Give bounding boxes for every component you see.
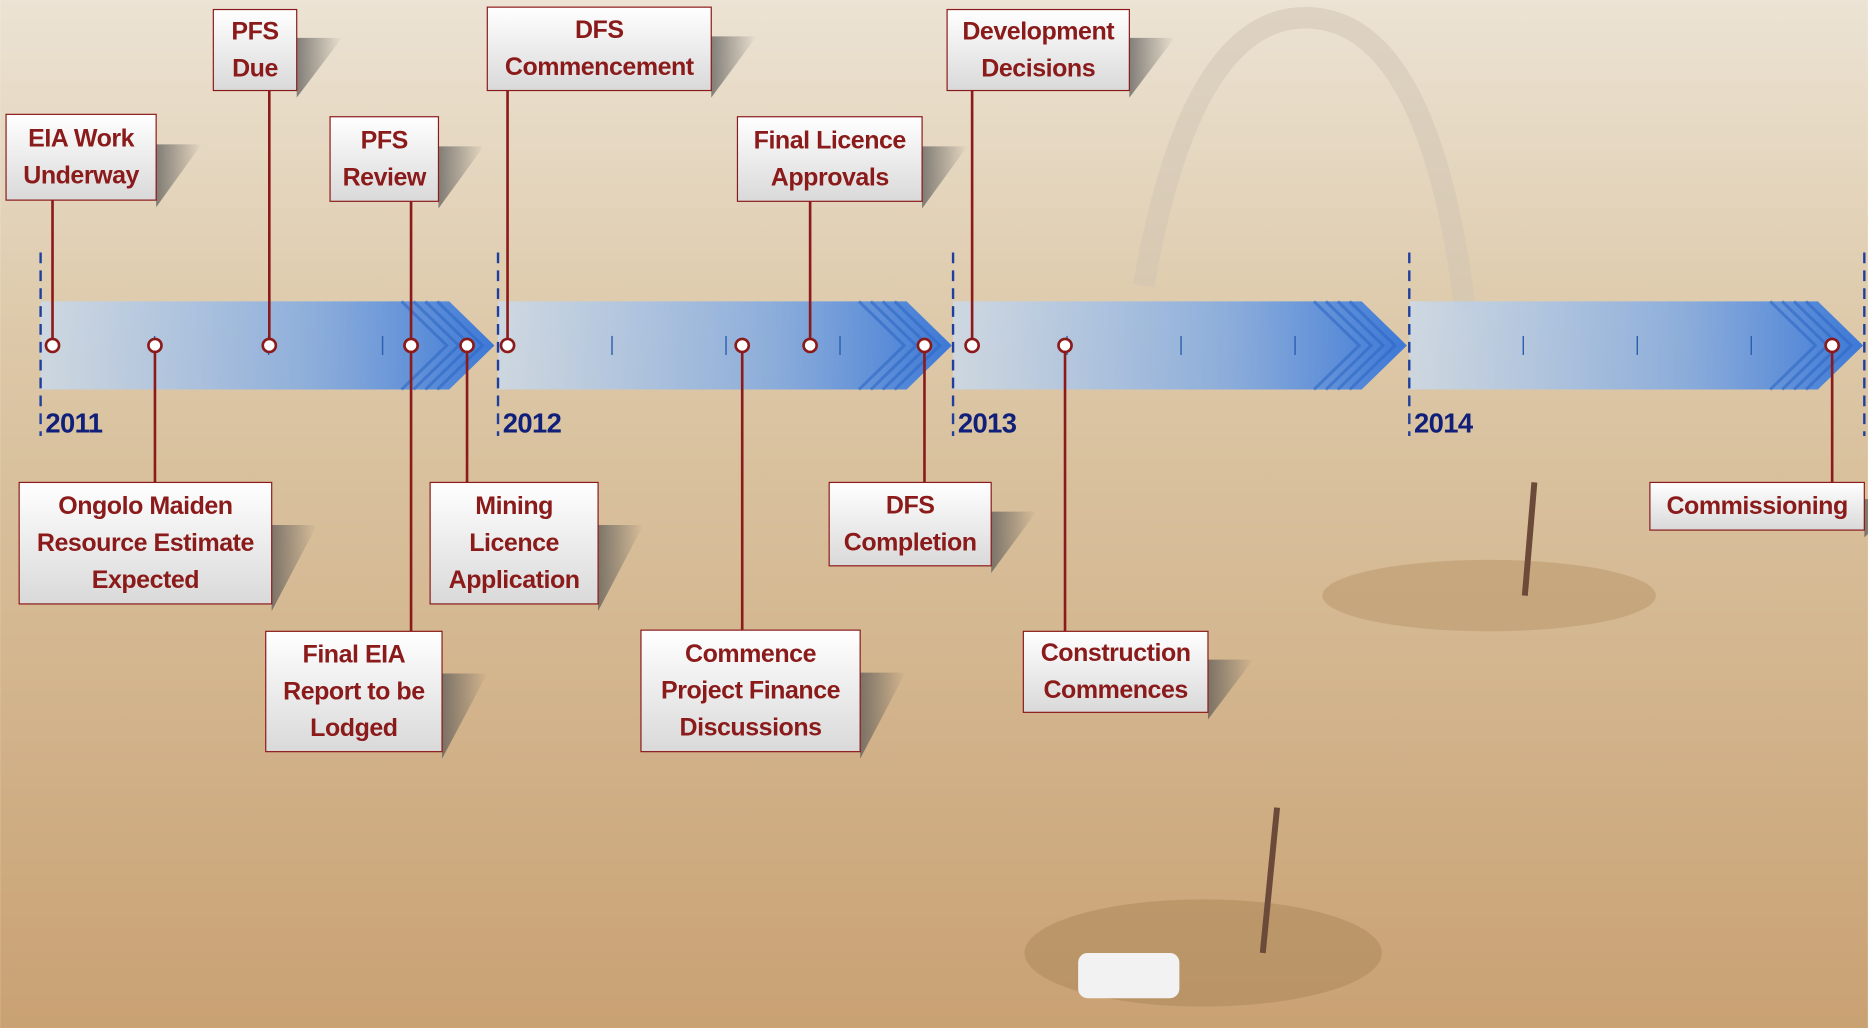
milestone-label: Construction [1041, 639, 1191, 667]
milestone-label: Discussions [680, 714, 822, 742]
drill-site [1322, 560, 1656, 631]
milestone-dot [1826, 339, 1839, 352]
milestone-dot [46, 339, 59, 352]
drill-site [1025, 899, 1382, 1006]
milestone-dot [148, 339, 161, 352]
milestone-label: Development [962, 17, 1115, 45]
milestone-label: Final EIA [303, 640, 406, 668]
milestone-label: Decisions [981, 54, 1095, 82]
milestone-label: Expected [92, 566, 199, 594]
milestone-dot [501, 339, 514, 352]
milestone-dot [804, 339, 817, 352]
milestone-label: Ongolo Maiden [58, 492, 232, 520]
milestone-label: Commences [1043, 676, 1187, 704]
year-label: 2013 [958, 407, 1017, 438]
milestone-label: Approvals [771, 163, 889, 191]
milestone-label: DFS [575, 16, 624, 44]
milestone-dot [736, 339, 749, 352]
milestone-dot [405, 339, 418, 352]
milestone-label: PFS [361, 126, 408, 154]
milestone-label: EIA Work [28, 125, 135, 153]
milestone-dot [966, 339, 979, 352]
milestone-label: Due [232, 54, 278, 82]
truck [1078, 953, 1179, 998]
timeline-diagram: 2011 2012 2013 2014 EIA Work Underway PFS Due PF… [0, 0, 1868, 1028]
milestone-label: PFS [231, 17, 278, 45]
milestone-label: Licence [469, 529, 559, 557]
milestone-label: Review [343, 163, 427, 191]
milestone-label: Final Licence [754, 126, 907, 154]
milestone-label: Project Finance [661, 677, 841, 705]
milestone-dot [918, 339, 931, 352]
milestone-label: Report to be [283, 677, 425, 705]
milestone-label: Underway [23, 162, 139, 190]
milestone-dot [461, 339, 474, 352]
milestone-dot [263, 339, 276, 352]
milestone-label: Lodged [310, 714, 397, 742]
milestone-dot [1058, 339, 1071, 352]
year-label: 2014 [1414, 407, 1474, 438]
milestone-label: Commence [685, 640, 817, 668]
milestone-label: Resource Estimate [37, 529, 255, 557]
milestone-label: Commissioning [1666, 492, 1847, 520]
year-label: 2011 [45, 407, 102, 438]
milestone-label: DFS [886, 491, 935, 519]
milestone-label: Completion [844, 528, 977, 556]
page: {"timeline": { "years": ["2011", "2012",… [0, 0, 1868, 1028]
milestone-label: Commencement [505, 53, 695, 81]
milestone-label: Application [449, 566, 580, 594]
milestone-label: Mining [475, 492, 553, 520]
year-label: 2012 [503, 407, 562, 438]
